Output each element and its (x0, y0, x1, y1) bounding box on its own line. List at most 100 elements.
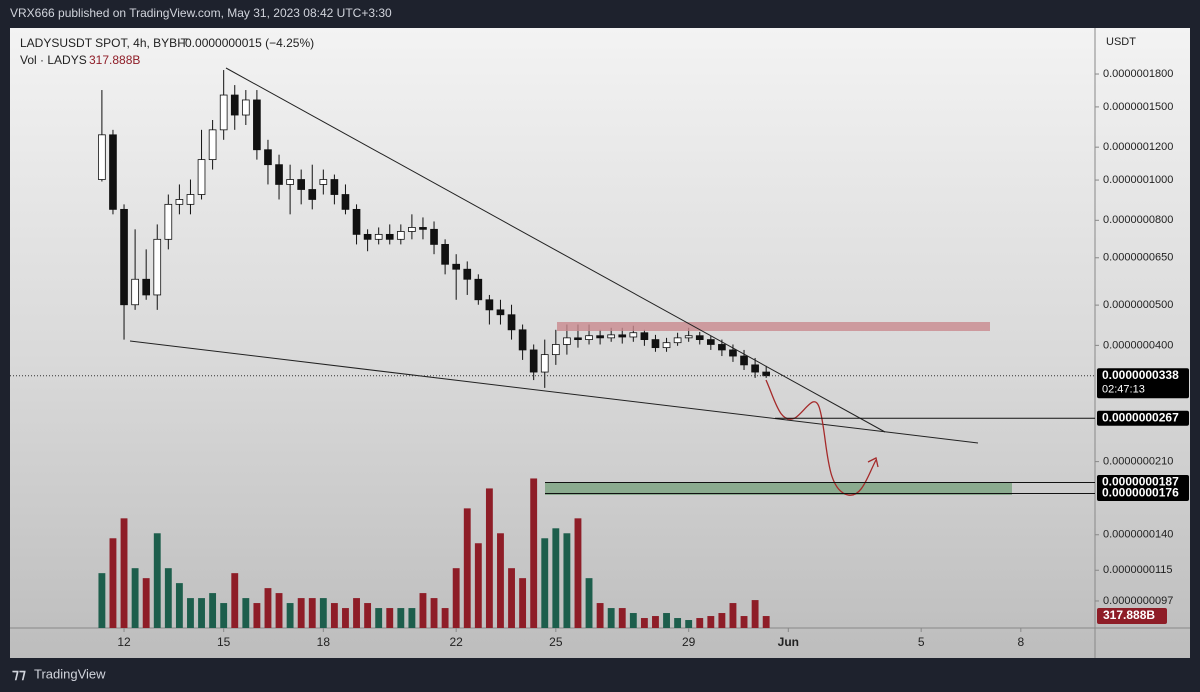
volume-bar (164, 568, 172, 628)
volume-last: 317.888B (89, 53, 140, 67)
candle-body (740, 355, 748, 366)
volume-bar (463, 508, 471, 628)
drawings (129, 67, 1012, 496)
volume-badge (1097, 608, 1167, 625)
volume-bar (674, 618, 682, 628)
x-tick-label: Jun (778, 635, 799, 649)
volume-bar (375, 608, 383, 628)
candle-body (319, 179, 328, 185)
candle-body (286, 179, 294, 185)
candle-body (430, 228, 438, 245)
volume-bar (718, 613, 726, 628)
volume-bar (153, 533, 161, 628)
volume-bar (430, 598, 438, 628)
volume-bar (386, 608, 394, 628)
x-tick-label: 12 (117, 635, 131, 649)
candle-body (452, 263, 461, 270)
price-badge (1097, 410, 1189, 426)
candle-body (640, 332, 649, 340)
volume-bar (519, 578, 527, 628)
y-tick-label: 0.0000000800 (1103, 214, 1173, 226)
candle-body (762, 371, 771, 377)
volume-bar (319, 598, 327, 628)
volume-title: Vol · LADYS (20, 53, 87, 67)
candle-body (230, 94, 239, 116)
y-tick-label: 0.0000000500 (1103, 299, 1173, 311)
candle-body (629, 332, 638, 338)
volume-bar (408, 608, 416, 628)
volume-bar (485, 488, 493, 628)
price-badge-label: 0.0000000187 (1102, 475, 1179, 489)
volume-bar (585, 578, 593, 628)
candle-body (374, 233, 383, 240)
volume-bar (209, 593, 217, 628)
x-tick-label: 25 (549, 635, 563, 649)
x-tick-label: 18 (317, 635, 331, 649)
candle-body (275, 164, 283, 185)
y-tick-label: 0.0000001800 (1103, 68, 1173, 80)
y-tick-label: 0.0000000140 (1103, 529, 1173, 541)
volume-bar (297, 598, 305, 628)
volume-bar (552, 528, 560, 628)
volume-bar (253, 603, 261, 628)
y-tick-label: 0.0000000400 (1103, 339, 1173, 351)
y-tick-label: 0.0000000115 (1103, 564, 1173, 576)
candle-body (441, 244, 449, 265)
volume-bar (397, 608, 405, 628)
candle-body (662, 342, 671, 349)
x-tick-label: 8 (1017, 635, 1024, 649)
candle-body (153, 238, 162, 296)
countdown: 02:47:13 (1102, 384, 1145, 396)
candle-body (120, 208, 128, 306)
volume-bar (696, 618, 704, 628)
candle-body (208, 129, 217, 161)
candle-body (507, 314, 516, 331)
candle-body (164, 203, 173, 240)
candle-body (396, 231, 405, 240)
candle-body (219, 94, 228, 131)
candle-body (131, 278, 139, 306)
brand: TradingView (34, 666, 106, 681)
volume-bar (98, 573, 106, 628)
volume-bar (729, 603, 737, 628)
x-tick-label: 5 (918, 635, 925, 649)
candle-body (706, 339, 715, 345)
volume-bar (508, 568, 515, 628)
change: −0.0000000015 (−4.25%) (178, 36, 314, 50)
candle-body (197, 159, 206, 195)
candle-body (352, 208, 361, 235)
volume-bar (142, 578, 150, 628)
candle-body (308, 189, 317, 200)
axis-unit: USDT (1106, 36, 1136, 48)
target-zone (545, 483, 1012, 495)
price-badge-label: 0.0000000267 (1102, 410, 1179, 424)
volume-bar (342, 608, 349, 628)
candle-body (419, 227, 427, 230)
candle-body (695, 335, 704, 340)
volume-bar (452, 568, 460, 628)
volume-bar (596, 603, 604, 628)
candle-body (253, 99, 261, 151)
volume-bar (541, 538, 549, 628)
volume-bar (330, 603, 338, 628)
x-tick-label: 22 (449, 635, 463, 649)
candle-body (496, 309, 505, 316)
volume-bar (275, 593, 283, 628)
volume-bar (607, 608, 615, 628)
candle-body (485, 299, 494, 311)
volume-bar (574, 518, 582, 628)
projection-arrow (867, 457, 879, 468)
volume-bar (175, 583, 183, 628)
candle-body (540, 354, 549, 373)
candle-body (729, 349, 737, 357)
volume-bar (563, 533, 571, 628)
volume-bar (751, 600, 759, 628)
volume-bar (109, 538, 117, 628)
volume-bar (663, 613, 670, 628)
candle-body (385, 233, 394, 240)
footer-bar (0, 658, 1200, 692)
volume-bar (740, 616, 748, 628)
y-tick-label: 0.0000001500 (1103, 101, 1173, 113)
